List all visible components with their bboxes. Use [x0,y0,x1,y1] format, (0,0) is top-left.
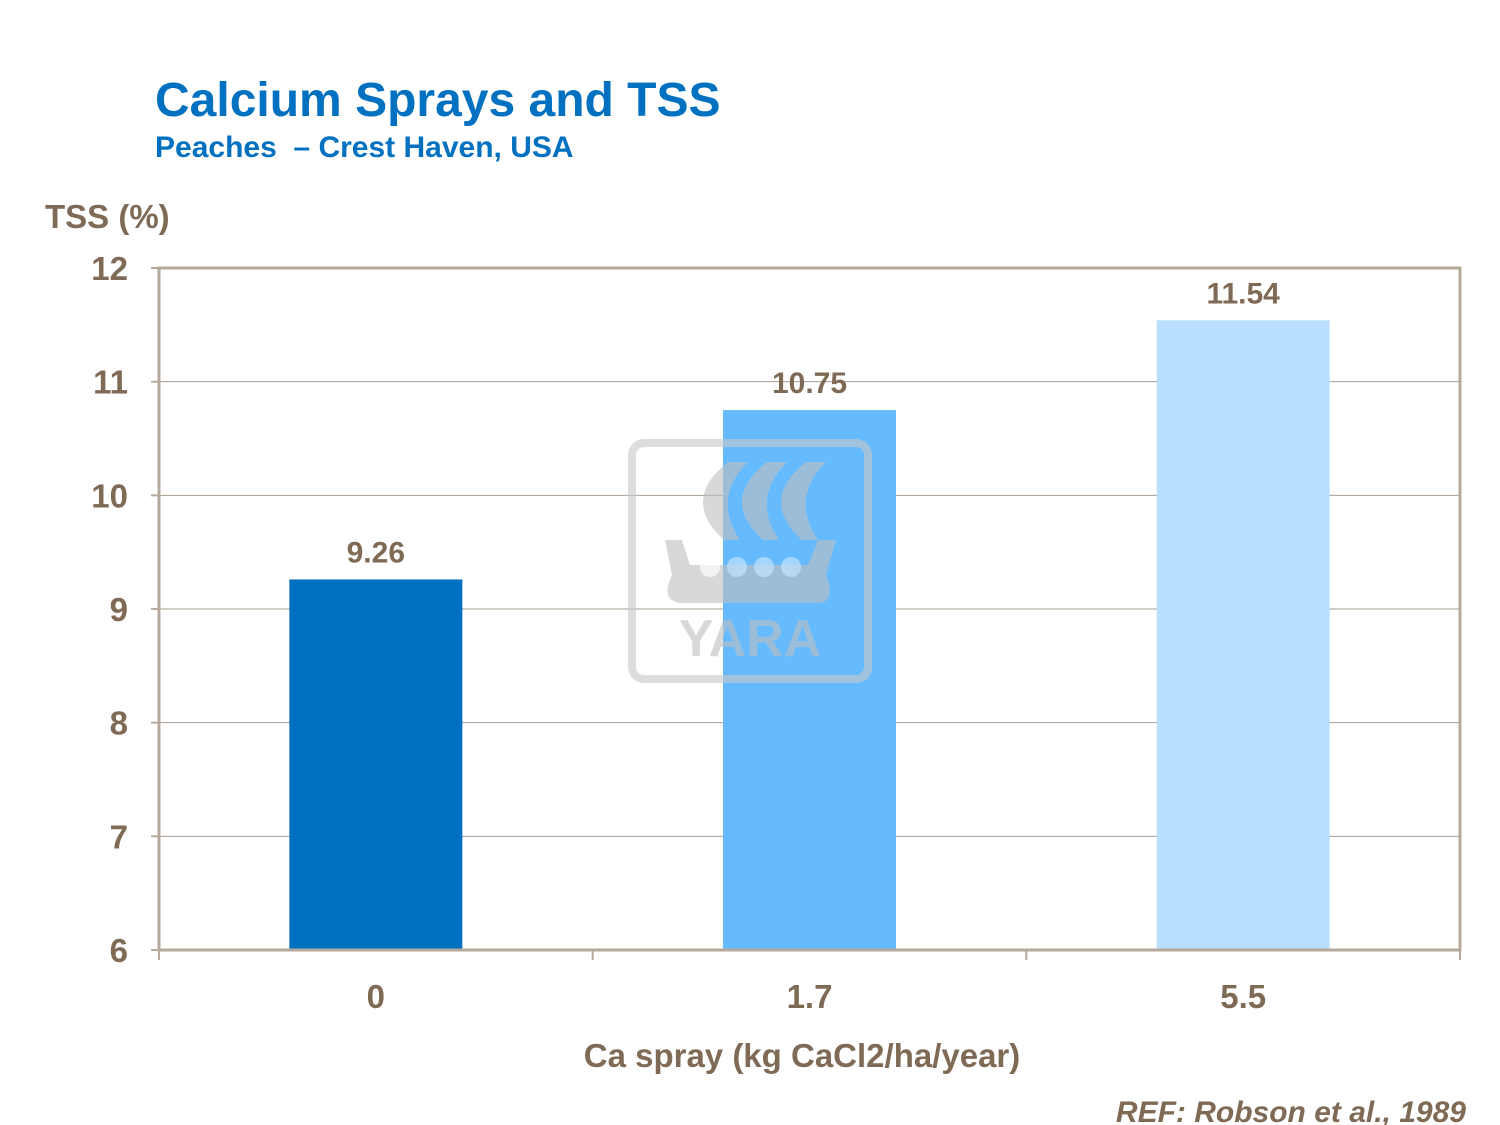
x-axis-label: Ca spray (kg CaCl2/ha/year) [584,1037,1021,1074]
data-label: 11.54 [1206,277,1280,310]
y-tick-label: 7 [110,818,128,855]
y-axis-label: TSS (%) [45,198,170,235]
y-tick-label: 11 [93,364,128,401]
data-label: 10.75 [772,367,847,400]
logo-frame [628,439,872,683]
axes: 6 7 8 9 10 11 12 0 1.7 5.5 [91,250,1461,1015]
yara-logo-watermark: YARA [628,439,872,683]
y-tick-label: 10 [91,477,128,514]
bar-5.5 [1156,320,1330,951]
x-tick-label: 0 [367,978,385,1015]
logo-text: YARA [679,610,822,668]
chart-subtitle: Peaches – Crest Haven, USA [155,131,574,164]
x-tick-label: 5.5 [1220,978,1266,1015]
bar-0 [289,579,463,950]
logo-sails [665,462,836,603]
y-tick-label: 8 [110,705,128,742]
logo-shields [700,557,801,577]
reference-note: REF: Robson et al., 1989 [1116,1096,1466,1125]
data-label: 9.26 [347,536,405,569]
chart-title: Calcium Sprays and TSS [155,74,721,127]
y-tick-label: 6 [110,932,128,969]
y-tick-label: 9 [110,591,128,628]
x-tick-label: 1.7 [787,978,833,1015]
y-tick-label: 12 [91,250,128,287]
